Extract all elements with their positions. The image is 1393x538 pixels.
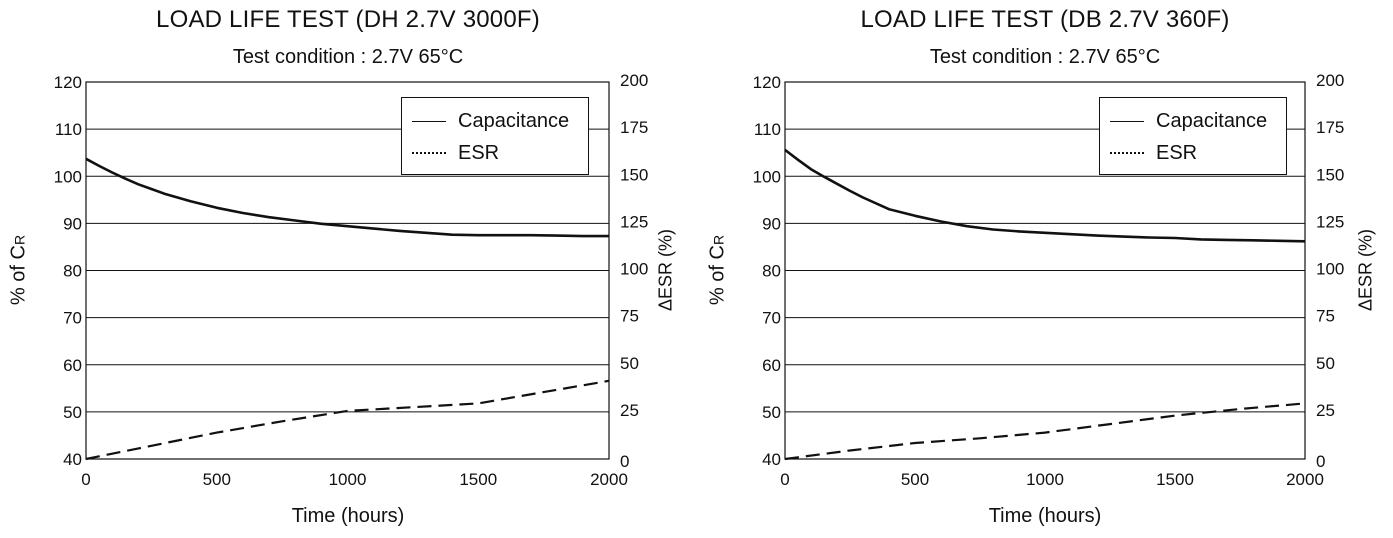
y-tick-label: 110 <box>55 120 82 139</box>
legend-swatch-dotted <box>412 152 446 154</box>
y-tick-label: 80 <box>63 262 82 281</box>
y-tick-label: 90 <box>63 214 82 233</box>
y2-tick-label: 125 <box>1316 212 1344 231</box>
y-tick-label: 50 <box>63 403 82 422</box>
x-tick-label: 1500 <box>1156 470 1194 489</box>
y2-tick-label: 175 <box>620 118 648 137</box>
series-line-capacitance <box>85 157 609 238</box>
y-tick-label: 60 <box>63 356 82 375</box>
y-tick-label: 40 <box>63 450 82 469</box>
y-tick-label: 70 <box>63 309 82 328</box>
chart-subtitle: Test condition : 2.7V 65°C <box>232 46 464 68</box>
y2-tick-label: 100 <box>1316 260 1344 279</box>
x-tick-label: 1000 <box>329 470 367 489</box>
chart-panel-dh: LOAD LIFE TEST (DH 2.7V 3000F) Test cond… <box>0 0 696 538</box>
x-tick-label: 2000 <box>1286 470 1324 489</box>
x-tick-label: 0 <box>81 470 90 489</box>
y-tick-label: 120 <box>753 73 781 92</box>
y-tick-label: 60 <box>762 356 781 375</box>
y2-tick-label: 50 <box>620 354 639 373</box>
series-line-esr <box>85 379 610 461</box>
y2-tick-label: 50 <box>1316 354 1335 373</box>
legend-item-esr: ESR <box>412 140 499 166</box>
plot-area: 40 50 60 70 80 90 100 110 120 0 25 50 75 100 125 150 175… <box>54 71 649 489</box>
y-tick-label: 80 <box>762 262 781 281</box>
plot-area: 40 50 60 70 80 90 100 110 120 0 25 50 75 100 125 150 175… <box>753 71 1345 489</box>
y2-tick-label: 125 <box>620 212 648 231</box>
y2-tick-label: 175 <box>1316 118 1344 137</box>
legend-item-capacitance: Capacitance <box>1110 108 1267 134</box>
chart-panel-db: LOAD LIFE TEST (DB 2.7V 360F) Test condi… <box>697 0 1393 538</box>
legend-label: ESR <box>458 141 500 164</box>
y2-tick-label: 75 <box>1316 307 1335 326</box>
x-tick-label: 2000 <box>590 470 628 489</box>
y-tick-label: 90 <box>762 214 781 233</box>
y2-tick-label: 150 <box>620 165 648 184</box>
legend-label: Capacitance <box>458 109 570 132</box>
legend: Capacitance ESR <box>401 97 589 175</box>
y-tick-label: 100 <box>753 167 781 186</box>
y2-tick-label: 100 <box>620 260 648 279</box>
legend-swatch-dotted <box>1110 152 1144 154</box>
x-tick-label: 1500 <box>459 470 497 489</box>
series-line-esr <box>784 402 1306 461</box>
legend-swatch-solid <box>1110 120 1144 122</box>
legend-label: ESR <box>1156 141 1198 164</box>
y2-tick-label: 0 <box>620 452 629 471</box>
y-tick-label: 120 <box>54 73 82 92</box>
x-tick-label: 500 <box>203 470 231 489</box>
legend-item-capacitance: Capacitance <box>412 108 569 134</box>
legend-label: Capacitance <box>1156 109 1268 132</box>
x-tick-label: 500 <box>901 470 929 489</box>
y-tick-label: 40 <box>762 450 781 469</box>
legend-swatch-solid <box>412 120 446 122</box>
y2-tick-label: 25 <box>620 401 639 420</box>
x-tick-label: 1000 <box>1026 470 1064 489</box>
y2-tick-label: 150 <box>1316 165 1344 184</box>
legend: Capacitance ESR <box>1099 97 1287 175</box>
y-tick-label: 110 <box>754 120 781 139</box>
y2-tick-label: 75 <box>620 307 639 326</box>
y2-tick-label: 200 <box>1316 71 1344 90</box>
y-tick-label: 50 <box>762 403 781 422</box>
y2-tick-label: 0 <box>1316 452 1325 471</box>
y-tick-label: 100 <box>54 167 82 186</box>
plot-frame <box>85 81 610 460</box>
x-tick-label: 0 <box>780 470 789 489</box>
y-tick-label: 70 <box>762 309 781 328</box>
legend-item-esr: ESR <box>1110 140 1197 166</box>
chart-title: LOAD LIFE TEST (DH 2.7V 3000F) <box>156 6 540 33</box>
x-axis-label: Time (hours) <box>988 505 1102 527</box>
y2-tick-label: 25 <box>1316 401 1335 420</box>
series-line-capacitance <box>784 148 1306 243</box>
chart-subtitle: Test condition : 2.7V 65°C <box>929 46 1161 68</box>
chart-title: LOAD LIFE TEST (DB 2.7V 360F) <box>860 6 1230 33</box>
x-axis-label: Time (hours) <box>291 505 405 527</box>
plot-frame <box>784 81 1306 460</box>
y2-tick-label: 200 <box>620 71 648 90</box>
